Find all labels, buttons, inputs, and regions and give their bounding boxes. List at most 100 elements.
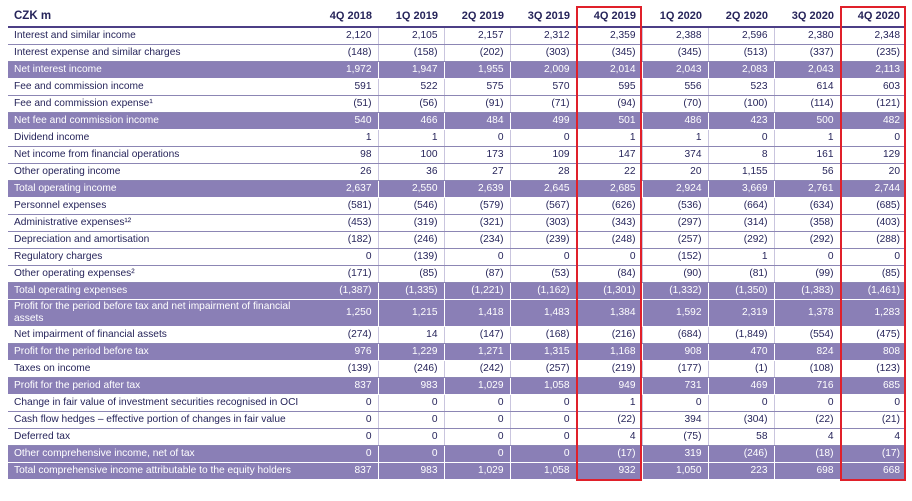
row-value: 1,418 — [443, 299, 510, 327]
table-body: Interest and similar income 2,120 2,105 2,1… — [8, 27, 906, 480]
row-value: (248) — [575, 231, 642, 249]
row-value: 1,058 — [509, 462, 576, 480]
row-value: 1 — [641, 129, 708, 147]
row-value: 486 — [641, 112, 708, 130]
row-value: 319 — [641, 445, 708, 463]
period-header: 2Q 2019 — [444, 6, 510, 28]
table-row: Total operating expenses (1,387) (1,335) (1… — [8, 282, 906, 300]
row-value: (345) — [641, 44, 708, 62]
row-value: (292) — [773, 231, 840, 249]
row-value: (246) — [377, 231, 444, 249]
row-value: 484 — [443, 112, 510, 130]
row-value: (1,335) — [377, 282, 444, 300]
row-value: (303) — [509, 44, 576, 62]
row-value: 0 — [839, 394, 906, 412]
row-value: 983 — [377, 377, 444, 395]
row-value: (554) — [773, 326, 840, 344]
row-value: 0 — [839, 248, 906, 266]
row-value: 1,271 — [443, 343, 510, 361]
row-label: Net impairment of financial assets — [8, 326, 312, 344]
row-value: 2,388 — [641, 27, 708, 45]
table-row: Change in fair value of investment secur… — [8, 394, 906, 412]
row-value: 2,685 — [575, 180, 642, 198]
row-value: 1,955 — [443, 61, 510, 79]
row-value: 2,744 — [839, 180, 906, 198]
row-value: (453) — [312, 214, 378, 232]
row-value: 522 — [377, 78, 444, 96]
row-value: 22 — [575, 163, 642, 181]
row-value: 0 — [509, 445, 576, 463]
period-header: 1Q 2019 — [378, 6, 444, 28]
row-value: 1,029 — [443, 377, 510, 395]
row-value: (546) — [377, 197, 444, 215]
row-label: Total operating expenses — [8, 282, 312, 300]
row-value: (182) — [312, 231, 378, 249]
row-value: 1,168 — [575, 343, 642, 361]
row-value: (99) — [773, 265, 840, 283]
row-value: 2,014 — [575, 61, 642, 79]
table-row: Fee and commission expense¹ (51) (56) (91)(… — [8, 95, 906, 113]
row-value: 932 — [575, 462, 642, 480]
row-value: (81) — [707, 265, 774, 283]
row-value: (235) — [839, 44, 906, 62]
row-value: 908 — [641, 343, 708, 361]
row-value: (581) — [312, 197, 378, 215]
row-value: 466 — [377, 112, 444, 130]
row-value: (114) — [773, 95, 840, 113]
row-value: 976 — [312, 343, 378, 361]
row-label: Administrative expenses¹² — [8, 214, 312, 232]
row-value: 8 — [707, 146, 774, 164]
unit-header: CZK m — [8, 6, 312, 28]
row-value: (17) — [839, 445, 906, 463]
row-value: (56) — [377, 95, 444, 113]
income-statement: CZK m 4Q 2018 1Q 2019 2Q 2019 3Q 2019 4Q… — [8, 6, 906, 481]
row-value: (139) — [312, 360, 378, 378]
row-value: 2,083 — [707, 61, 774, 79]
row-value: 1,058 — [509, 377, 576, 395]
row-label: Net interest income — [8, 61, 312, 79]
row-value: 0 — [443, 394, 510, 412]
row-value: (100) — [707, 95, 774, 113]
row-value: 0 — [312, 428, 378, 446]
row-value: 0 — [377, 428, 444, 446]
row-value: 2,312 — [509, 27, 576, 45]
row-value: 1,972 — [312, 61, 378, 79]
row-value: (1,162) — [509, 282, 576, 300]
row-value: (123) — [839, 360, 906, 378]
row-value: 523 — [707, 78, 774, 96]
row-value: 2,550 — [377, 180, 444, 198]
row-value: 27 — [443, 163, 510, 181]
row-value: 499 — [509, 112, 576, 130]
row-value: (1,387) — [312, 282, 378, 300]
row-value: (343) — [575, 214, 642, 232]
row-value: 0 — [509, 411, 576, 429]
row-value: 109 — [509, 146, 576, 164]
row-value: 0 — [443, 248, 510, 266]
row-value: 2,761 — [773, 180, 840, 198]
table-row: Net fee and commission income 540 466 484 49… — [8, 112, 906, 130]
row-label: Taxes on income — [8, 360, 312, 378]
income-table: CZK m 4Q 2018 1Q 2019 2Q 2019 3Q 2019 4Q… — [8, 6, 906, 480]
row-value: 1,229 — [377, 343, 444, 361]
row-value: (1,461) — [839, 282, 906, 300]
row-value: 2,113 — [839, 61, 906, 79]
row-value: 1,947 — [377, 61, 444, 79]
row-value: 0 — [509, 248, 576, 266]
row-value: 423 — [707, 112, 774, 130]
row-value: (75) — [641, 428, 708, 446]
row-value: 1,250 — [312, 299, 378, 327]
row-value: 808 — [839, 343, 906, 361]
row-value: (219) — [575, 360, 642, 378]
row-value: 470 — [707, 343, 774, 361]
row-label: Net fee and commission income — [8, 112, 312, 130]
row-value: (108) — [773, 360, 840, 378]
period-header: 4Q 2019 — [576, 6, 642, 28]
row-label: Change in fair value of investment secur… — [8, 394, 312, 412]
row-value: (1,849) — [707, 326, 774, 344]
row-value: 2,348 — [839, 27, 906, 45]
row-value: (139) — [377, 248, 444, 266]
row-value: 469 — [707, 377, 774, 395]
row-value: 129 — [839, 146, 906, 164]
row-value: 161 — [773, 146, 840, 164]
row-value: (85) — [839, 265, 906, 283]
